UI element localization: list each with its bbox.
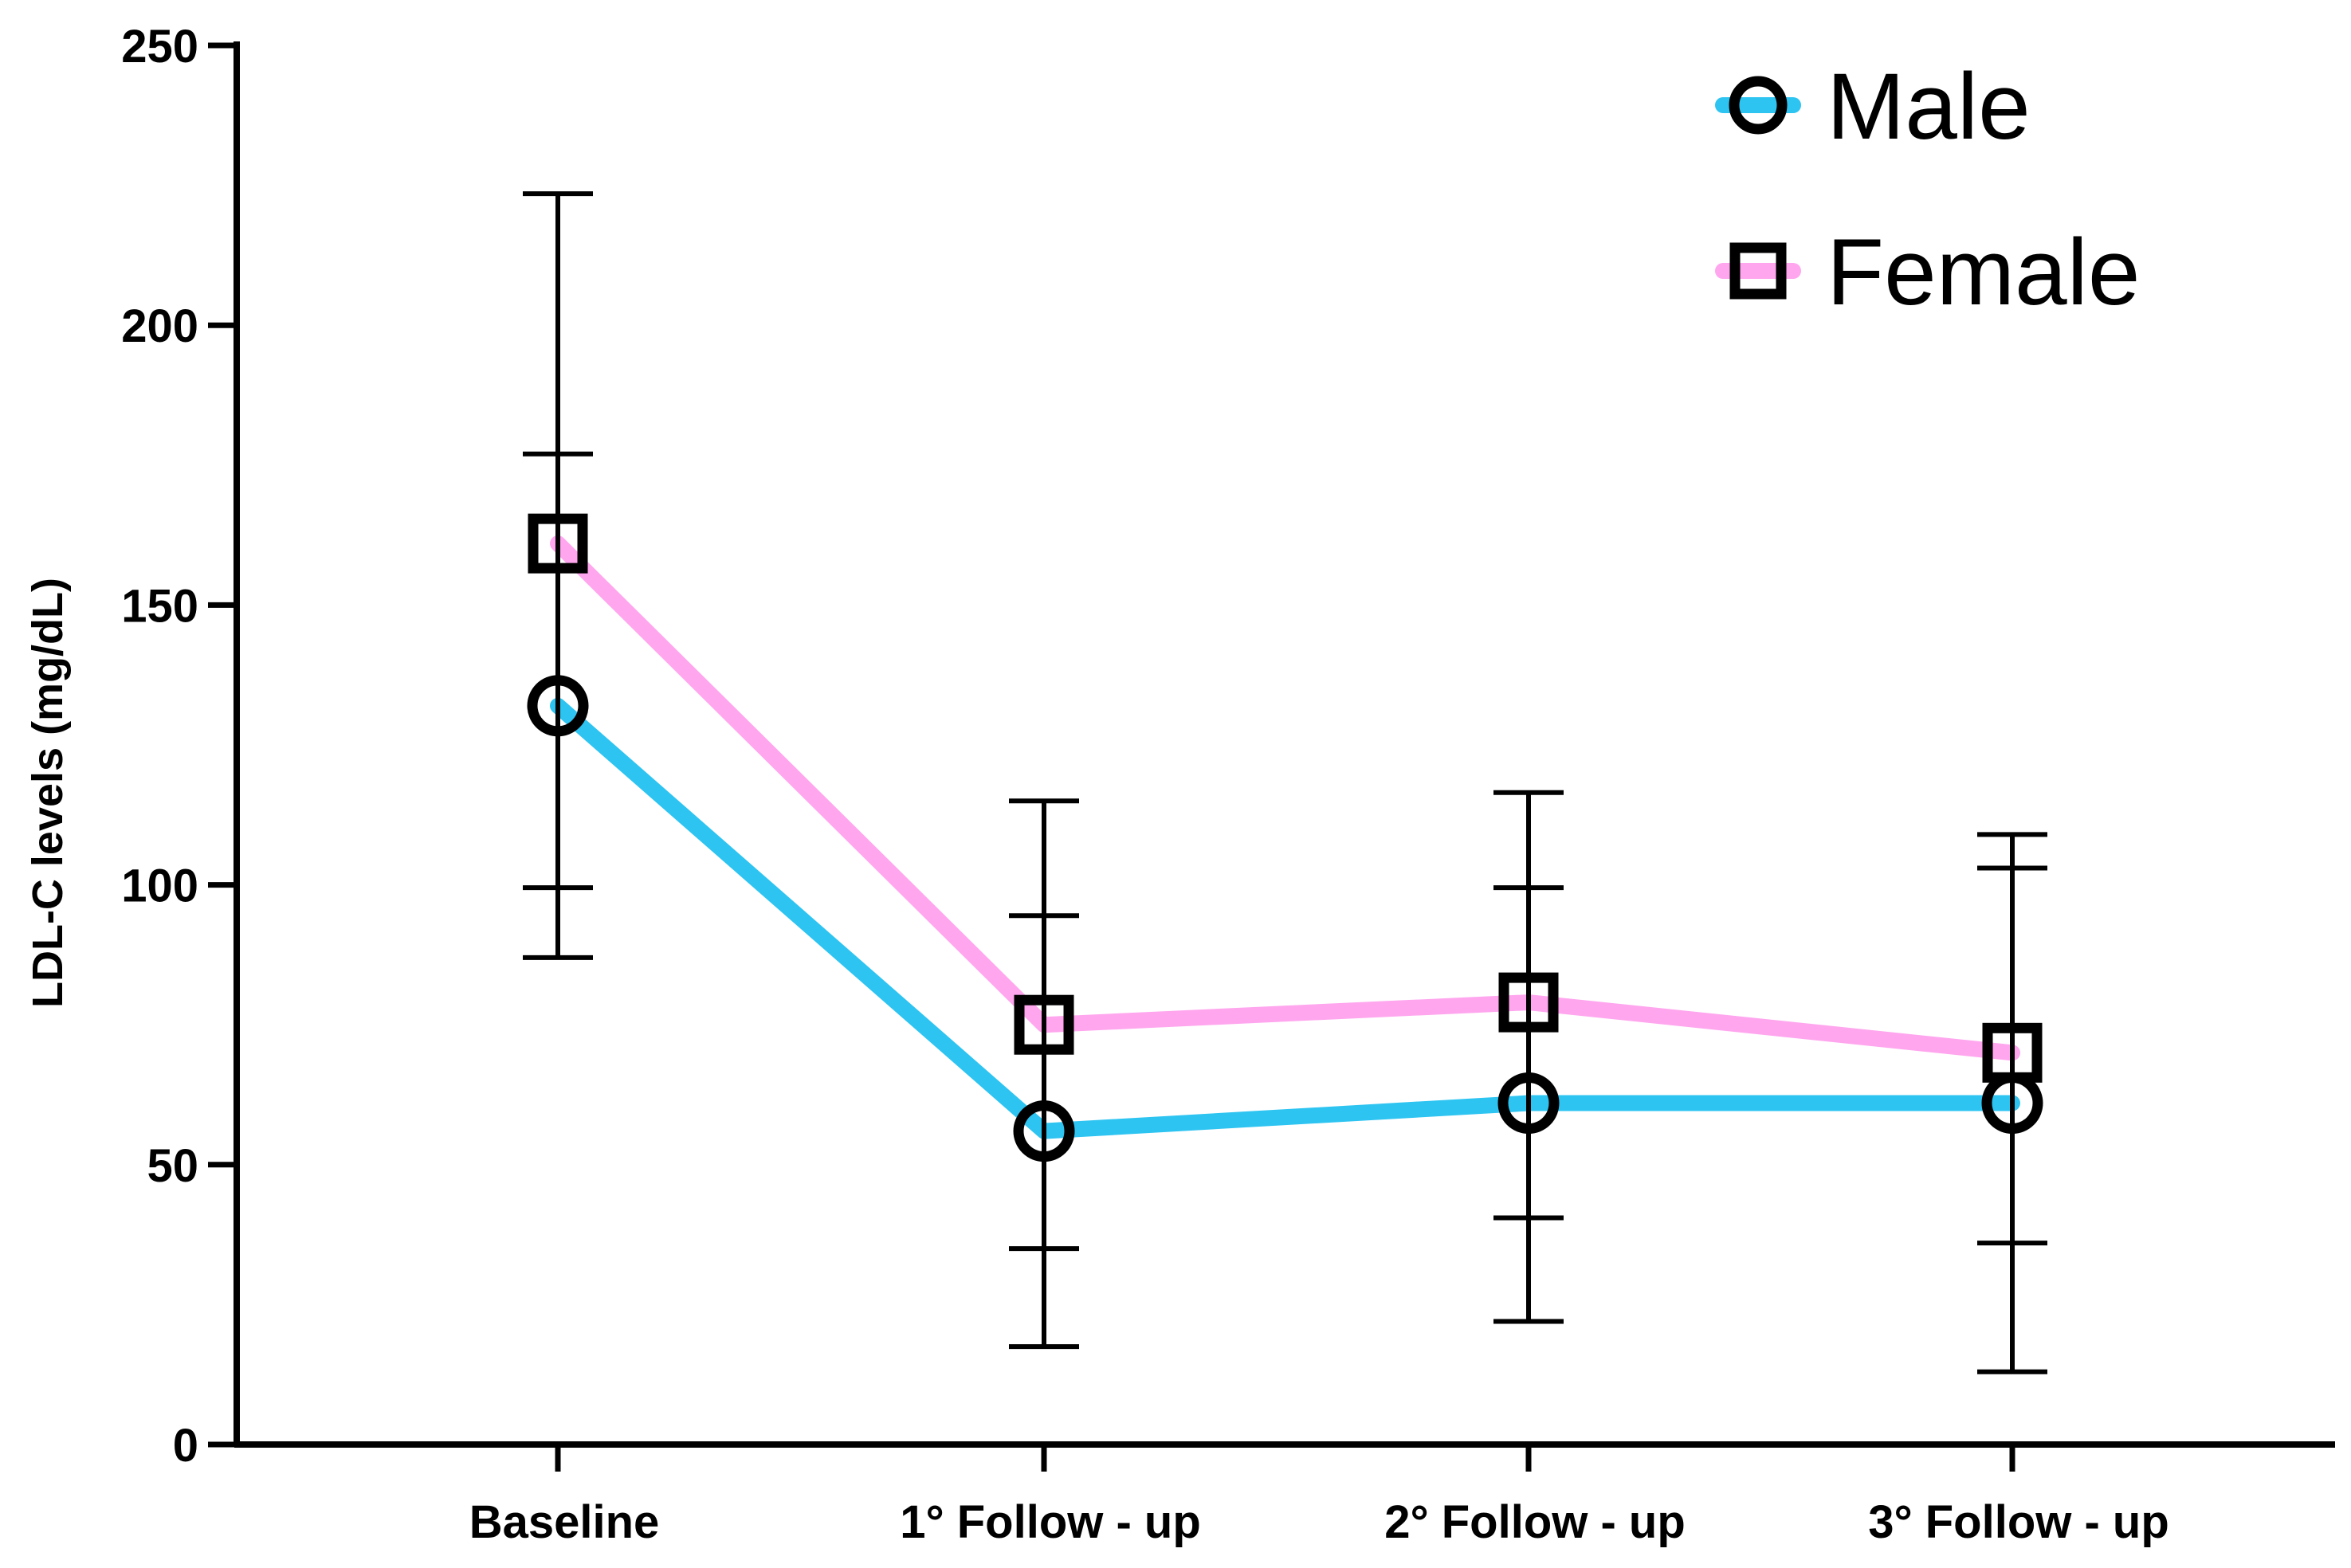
marker-female-3 <box>1982 1022 2043 1083</box>
series-markers <box>527 513 2043 1162</box>
legend-label-female: Female <box>1827 220 2140 325</box>
x-tick-label-3: 3° Follow - up <box>1868 1496 2169 1548</box>
marker-male-1 <box>1013 1100 1075 1162</box>
series-line-male <box>550 697 2020 1139</box>
legend-label-male: Male <box>1827 54 2031 159</box>
marker-female-0 <box>528 513 588 574</box>
y-tick-label-200: 200 <box>121 300 198 352</box>
y-tick-label-0: 0 <box>173 1420 198 1472</box>
y-tick-label-150: 150 <box>121 580 198 632</box>
marker-male-2 <box>1497 1072 1560 1135</box>
legend-marker-female <box>1729 242 1787 300</box>
x-tick-label-1: 1° Follow - up <box>900 1496 1201 1548</box>
series-lines <box>550 535 2020 1139</box>
y-tick-label-50: 50 <box>147 1140 198 1192</box>
x-tick-label-0: Baseline <box>469 1496 660 1548</box>
y-tick-label-100: 100 <box>121 860 198 912</box>
y-axis-title: LDL-C levels (mg/dL) <box>24 578 72 1008</box>
legend: Male Female <box>1715 54 2140 325</box>
marker-female-1 <box>1014 994 1074 1055</box>
y-tick-label-250: 250 <box>121 21 198 73</box>
marker-male-0 <box>527 675 589 737</box>
series-line-female <box>550 535 2020 1061</box>
legend-marker-male <box>1729 76 1788 135</box>
axes: 0 50 100 150 200 250 Baseline 1° Follow - up 2° … <box>24 21 2335 1548</box>
marker-female-2 <box>1498 972 1559 1033</box>
error-bars <box>523 191 2047 1374</box>
x-tick-label-2: 2° Follow - up <box>1384 1496 1686 1548</box>
